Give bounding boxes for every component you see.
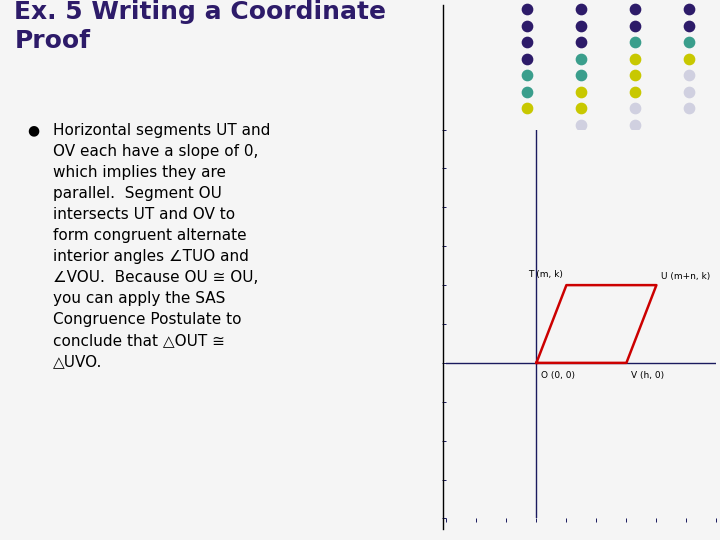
Text: O (0, 0): O (0, 0): [541, 370, 575, 380]
Text: Ex. 5 Writing a Coordinate
Proof: Ex. 5 Writing a Coordinate Proof: [14, 0, 387, 53]
Point: [629, 71, 641, 80]
Point: [629, 120, 641, 129]
Point: [521, 55, 533, 63]
Text: U (m+n, k): U (m+n, k): [661, 272, 710, 281]
Point: [629, 87, 641, 96]
Point: [629, 104, 641, 113]
Text: Horizontal segments UT and
OV each have a slope of 0,
which implies they are
par: Horizontal segments UT and OV each have …: [53, 123, 271, 369]
Point: [684, 22, 696, 30]
Point: [576, 87, 588, 96]
Point: [629, 38, 641, 47]
Point: [684, 87, 696, 96]
Point: [521, 38, 533, 47]
Point: [521, 22, 533, 30]
Text: T (m, k): T (m, k): [528, 271, 563, 279]
Point: [576, 38, 588, 47]
Point: [576, 104, 588, 113]
Point: [521, 87, 533, 96]
Point: [521, 71, 533, 80]
Point: [629, 55, 641, 63]
Point: [684, 5, 696, 14]
Point: [521, 5, 533, 14]
Point: [629, 5, 641, 14]
Text: V (h, 0): V (h, 0): [631, 370, 664, 380]
Point: [684, 38, 696, 47]
Point: [576, 5, 588, 14]
Point: [576, 22, 588, 30]
Point: [629, 22, 641, 30]
Text: ●: ●: [27, 123, 40, 137]
Point: [684, 55, 696, 63]
Point: [576, 120, 588, 129]
Point: [576, 55, 588, 63]
Point: [684, 71, 696, 80]
Point: [684, 104, 696, 113]
Point: [521, 104, 533, 113]
Point: [576, 71, 588, 80]
